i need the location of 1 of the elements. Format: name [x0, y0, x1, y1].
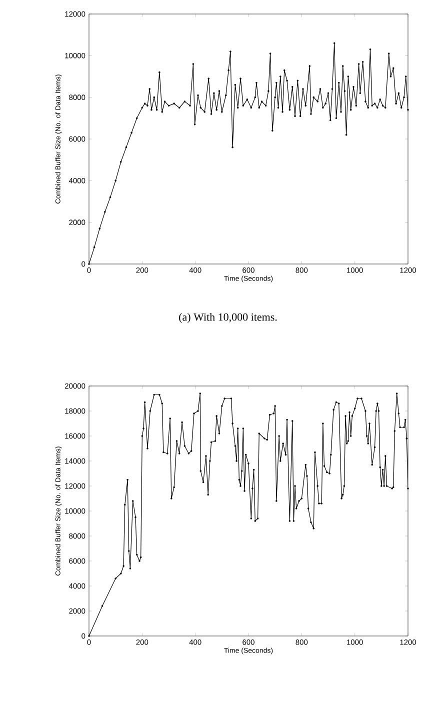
- text: (a) With 10,000 items.: [179, 313, 277, 323]
